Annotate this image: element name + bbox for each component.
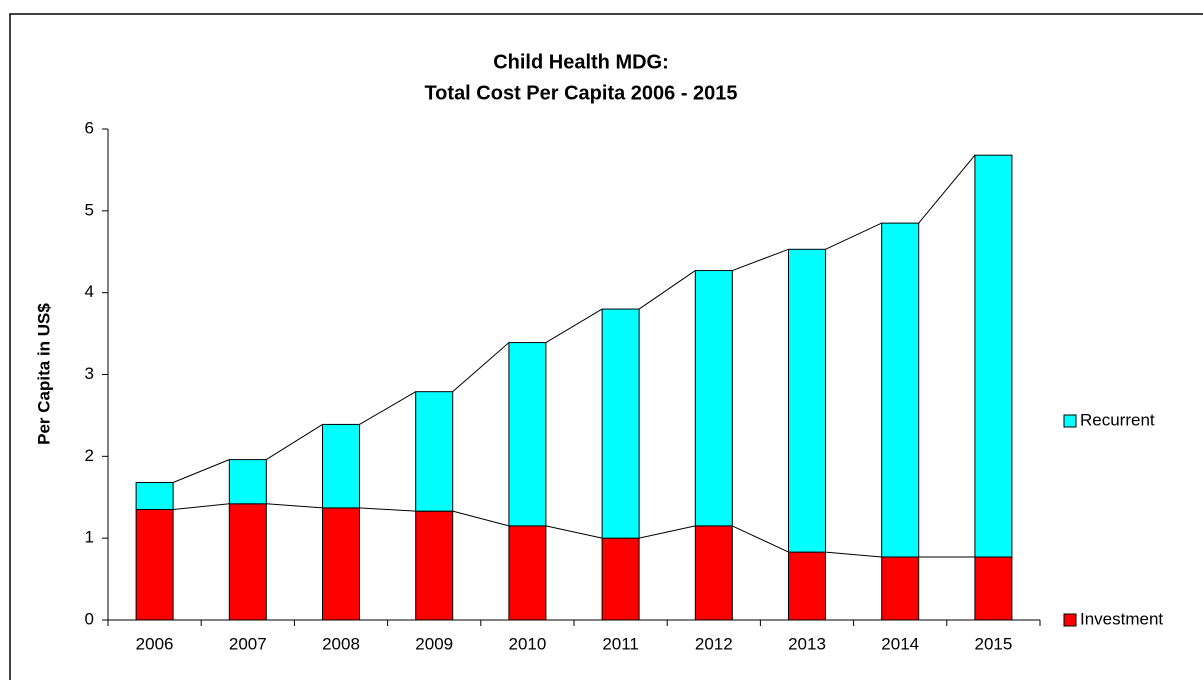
x-tick-label: 2007 bbox=[229, 634, 267, 653]
y-tick-label: 2 bbox=[85, 446, 94, 465]
bar-segment bbox=[974, 154, 1013, 558]
series-line bbox=[638, 525, 696, 539]
bar-segment bbox=[415, 510, 454, 621]
bar-segment bbox=[881, 222, 920, 558]
series-line bbox=[452, 510, 510, 527]
x-tick-label: 2011 bbox=[602, 634, 639, 653]
series-line bbox=[732, 248, 789, 272]
bar-segment bbox=[228, 459, 267, 505]
series-line bbox=[266, 503, 323, 509]
x-tick-label: 2012 bbox=[695, 634, 733, 653]
legend-label: Investment bbox=[1080, 609, 1163, 628]
bar-segment bbox=[322, 423, 360, 509]
series-line bbox=[918, 154, 976, 224]
bar-segment bbox=[508, 342, 547, 527]
y-tick-label: 5 bbox=[85, 200, 94, 219]
series-line bbox=[825, 551, 882, 558]
y-axis-title: Per Capita in US$ bbox=[34, 303, 53, 445]
y-tick-label: 3 bbox=[85, 364, 94, 383]
series-line bbox=[172, 459, 230, 483]
x-tick-label: 2014 bbox=[881, 634, 919, 653]
x-tick-label: 2009 bbox=[415, 634, 453, 653]
chart-title: Total Cost Per Capita 2006 - 2015 bbox=[424, 82, 737, 104]
bar-segment bbox=[415, 391, 454, 512]
bar-segment bbox=[135, 482, 174, 511]
series-line bbox=[732, 525, 789, 553]
bar-segment bbox=[974, 556, 1013, 621]
bar-segment bbox=[228, 503, 267, 621]
chart-title: Child Health MDG: bbox=[493, 51, 669, 73]
bar-segment bbox=[694, 525, 733, 621]
bar-segment bbox=[601, 308, 640, 539]
y-tick-label: 6 bbox=[85, 118, 94, 137]
x-tick-label: 2010 bbox=[508, 634, 546, 653]
bar-segment bbox=[508, 525, 547, 621]
bar-segment bbox=[322, 507, 360, 621]
bar-segment bbox=[788, 551, 826, 621]
bar-segment bbox=[788, 248, 826, 553]
y-tick-label: 0 bbox=[85, 609, 94, 628]
series-line bbox=[359, 391, 416, 425]
series-line bbox=[359, 507, 416, 512]
bar-segment bbox=[135, 509, 174, 621]
series-line bbox=[545, 308, 603, 344]
y-tick-label: 4 bbox=[85, 282, 94, 301]
y-tick-label: 1 bbox=[85, 528, 94, 547]
x-tick-label: 2015 bbox=[974, 634, 1012, 653]
bar-segment bbox=[881, 556, 920, 621]
series-line bbox=[638, 270, 696, 310]
series-line bbox=[173, 503, 230, 511]
bar-segment bbox=[601, 537, 640, 621]
legend-swatch bbox=[1063, 613, 1077, 627]
series-line bbox=[825, 222, 882, 250]
bar-segment bbox=[694, 270, 733, 527]
series-line bbox=[545, 525, 603, 539]
series-line bbox=[266, 423, 323, 461]
series-line bbox=[452, 342, 510, 393]
x-tick-label: 2013 bbox=[788, 634, 826, 653]
x-tick-label: 2008 bbox=[322, 634, 360, 653]
legend-label: Recurrent bbox=[1080, 410, 1155, 429]
legend-swatch bbox=[1063, 414, 1077, 428]
x-tick-label: 2006 bbox=[136, 634, 174, 653]
